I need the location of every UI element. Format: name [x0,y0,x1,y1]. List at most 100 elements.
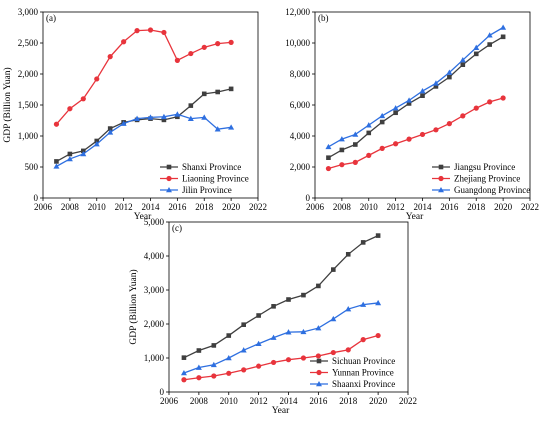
data-point-triangle [255,340,262,347]
data-point-circle [161,29,167,36]
data-point-circle [188,50,194,57]
series-line [328,26,504,148]
data-point-circle [80,96,86,102]
y-tick-label: 3,000 [18,7,39,17]
data-point-triangle [352,131,359,137]
data-point-circle [339,162,345,168]
panel-b: 2006 2008 2010 2012 2014 2016 2018 2020 2022 0 2,0… [285,7,539,222]
data-point-triangle [210,361,217,368]
y-tick-label: 1,000 [18,131,39,141]
data-point-square [188,103,194,108]
data-point-triangle [300,328,307,335]
data-point-circle [460,113,466,119]
data-point-triangle [500,24,507,30]
data-point-square [94,138,100,144]
x-tick-label: 2018 [467,202,486,212]
y-tick-label: 10,000 [285,38,310,48]
x-tick-label: 2008 [61,202,80,212]
data-point-triangle [459,57,466,63]
series-zhejiang-province [325,95,506,172]
data-point-square [166,164,172,170]
data-point-triangle [228,124,235,130]
data-point-triangle [214,126,221,132]
data-point-circle [419,131,426,138]
x-axis-label: Year [272,406,290,416]
data-point-triangle [134,115,141,121]
data-point-square [181,355,187,360]
x-tick-label: 2012 [250,396,268,406]
legend-label: Sichuan Province [332,356,395,366]
data-point-square [175,114,180,120]
series-jiangsu-province [326,34,506,160]
data-point-circle [345,347,351,353]
data-point-square [107,126,113,131]
y-tick-label: 0 [160,387,165,397]
data-point-circle [174,57,180,63]
series-line [183,235,379,359]
data-point-triangle [392,105,399,111]
x-tick-label: 2018 [339,396,358,406]
data-point-circle [121,39,127,45]
data-point-triangle [406,97,413,103]
series-jilin-province [53,111,235,169]
y-tick-label: 0 [306,193,311,203]
data-point-circle [473,105,479,111]
data-point-triangle [180,369,187,376]
data-point-triangle [120,120,127,126]
data-point-triangle [432,80,439,86]
y-tick-label: 2,000 [290,162,311,172]
data-point-square [67,151,73,157]
data-point-triangle [160,113,167,120]
data-point-triangle [365,122,372,128]
data-point-circle [379,145,385,151]
x-tick-label: 2022 [521,202,539,212]
data-point-triangle [473,44,480,50]
data-point-square [375,233,381,238]
data-point-triangle [107,129,114,135]
x-tick-label: 2012 [387,202,405,212]
data-point-square [286,297,291,302]
series-line [56,113,232,167]
data-point-triangle [330,315,337,322]
x-tick-label: 2022 [399,396,417,406]
x-tick-label: 2006 [306,202,325,212]
legend-label: Liaoning Province [182,174,249,184]
x-axis-label: Year [406,212,424,222]
data-point-square [256,313,261,318]
x-tick-label: 2016 [309,396,328,406]
y-axis-label: GDP (Billion Yuan) [128,269,139,344]
data-point-square [379,119,385,125]
y-tick-label: 2,000 [18,69,39,79]
data-point-square [271,304,276,309]
legend-label: Yunnan Province [332,368,394,378]
data-point-triangle [438,187,444,193]
legend-item: Liaoning Province [160,174,249,184]
x-tick-label: 2016 [440,202,459,212]
x-tick-label: 2006 [160,396,179,406]
data-point-triangle [270,334,277,340]
data-point-circle [201,44,207,50]
data-point-square [393,110,398,116]
data-point-triangle [80,150,87,157]
data-point-square [241,322,246,327]
data-point-circle [366,152,372,158]
y-tick-label: 500 [25,162,39,172]
data-point-circle [330,349,336,356]
data-point-triangle [166,187,172,193]
data-point-circle [226,370,232,376]
x-tick-label: 2010 [360,202,379,212]
legend-item: Guangdong Province [432,185,530,195]
panel-label: (c) [172,223,182,233]
data-point-circle [134,28,140,34]
data-point-circle [67,106,73,112]
panel-label: (b) [318,13,329,23]
data-point-square [161,117,167,123]
data-point-circle [53,121,60,127]
series-line [55,29,232,125]
data-point-square [339,147,345,153]
y-tick-label: 1,500 [18,100,39,110]
y-tick-label: 0 [34,193,39,203]
x-tick-label: 2020 [222,202,241,212]
x-tick-label: 2006 [34,202,53,212]
x-tick-label: 2014 [414,202,433,212]
